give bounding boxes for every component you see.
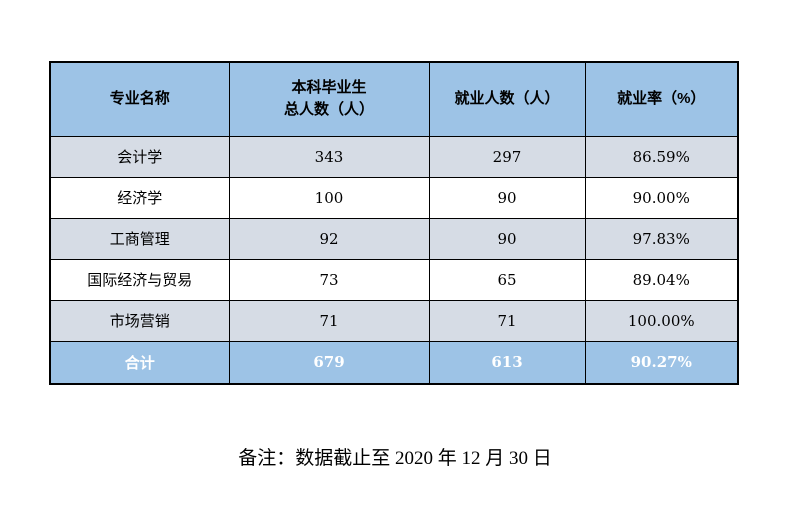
employment-stats-table: 专业名称 本科毕业生 总人数（人） 就业人数（人） 就业率（%） 会计学 343… [49,61,739,385]
cell-employed: 90 [428,176,586,219]
column-header-rate: 就业率（%） [584,61,739,137]
cell-graduates: 92 [228,217,430,260]
cell-rate: 100.00% [584,299,739,342]
table-header: 专业名称 本科毕业生 总人数（人） 就业人数（人） 就业率（%） [49,61,739,137]
table-row-intl-trade: 国际经济与贸易 73 65 89.04% [49,258,739,301]
table-row-business-admin: 工商管理 92 90 97.83% [49,217,739,260]
cell-major: 国际经济与贸易 [49,258,230,301]
column-header-graduates: 本科毕业生 总人数（人） [228,61,430,137]
column-header-major: 专业名称 [49,61,230,137]
cell-employed: 65 [428,258,586,301]
header-row: 专业名称 本科毕业生 总人数（人） 就业人数（人） 就业率（%） [49,61,739,137]
total-graduates: 679 [228,340,430,385]
table-row-economics: 经济学 100 90 90.00% [49,176,739,219]
cell-rate: 90.00% [584,176,739,219]
cell-major: 经济学 [49,176,230,219]
cell-rate: 97.83% [584,217,739,260]
column-header-graduates-line2: 总人数（人） [283,101,374,119]
cell-major: 会计学 [49,135,230,178]
cell-employed: 297 [428,135,586,178]
cell-major: 市场营销 [49,299,230,342]
table-body: 会计学 343 297 86.59% 经济学 100 90 90.00% 工商管… [49,135,739,385]
total-employed: 613 [428,340,586,385]
cell-rate: 89.04% [584,258,739,301]
table-row-accounting: 会计学 343 297 86.59% [49,135,739,178]
table-row-total: 合计 679 613 90.27% [49,340,739,385]
cell-rate: 86.59% [584,135,739,178]
total-label: 合计 [49,340,230,385]
footnote: 备注：数据截止至 2020 年 12 月 30 日 [238,448,552,469]
column-header-graduates-line1: 本科毕业生 [291,78,367,96]
cell-graduates: 343 [228,135,430,178]
cell-graduates: 73 [228,258,430,301]
table-row-marketing: 市场营销 71 71 100.00% [49,299,739,342]
cell-employed: 90 [428,217,586,260]
column-header-rate-label: 就业率（%） [617,90,706,107]
cell-graduates: 71 [228,299,430,342]
cell-employed: 71 [428,299,586,342]
column-header-major-label: 专业名称 [109,90,170,107]
column-header-employed-label: 就业人数（人） [454,90,560,107]
cell-graduates: 100 [228,176,430,219]
cell-major: 工商管理 [49,217,230,260]
total-rate: 90.27% [584,340,739,385]
column-header-employed: 就业人数（人） [428,61,586,137]
